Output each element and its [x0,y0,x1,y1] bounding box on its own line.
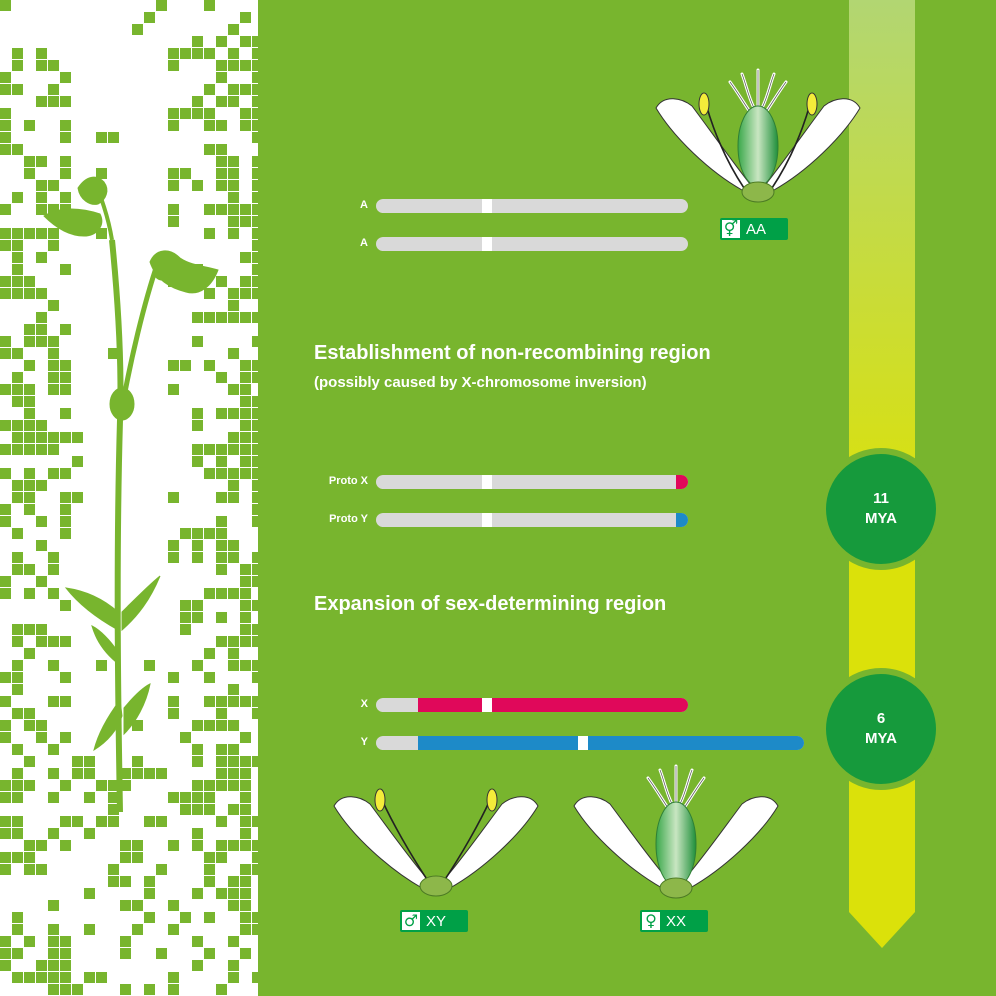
chromosome-label: Proto Y [329,513,368,525]
genotype-label: XX [666,912,687,930]
timeline-marker-11mya [820,448,942,570]
chromosome-label: X [360,698,368,710]
timeline-marker-6mya [820,668,942,790]
pixel-mosaic-decoration [0,0,258,995]
hermaphrodite-flower-icon [655,68,861,203]
plant-silhouette-icon [43,176,219,813]
female-flower-icon [573,764,779,899]
hermaphrodite-symbol-icon: ⚥ [722,219,740,238]
genotype-label: XY [426,912,447,930]
ancestral-chromosome-2 [376,237,688,251]
male-flower-icon [333,788,539,897]
chromosome-label: Y [360,736,368,748]
ancestral-chromosome-1 [376,199,688,213]
expansion-title: Expansion of sex-determining region [314,593,667,615]
y-chromosome [376,736,804,750]
x-chromosome [376,698,688,712]
male-symbol-icon: ♂ [402,911,420,930]
proto-x-nonrecombining-region [676,475,688,489]
establishment-subtitle: (possibly caused by X-chromosome inversi… [314,374,647,391]
male-genotype-badge: ♂ XY [400,910,468,932]
chromosome-label: Proto X [328,475,368,487]
genotype-label: AA [746,220,767,238]
hermaphrodite-genotype-badge: ⚥ AA [720,218,788,240]
y-sex-determining-region [418,736,804,750]
proto-x-chromosome [376,475,688,489]
proto-y-chromosome [376,513,688,527]
timeline-marker-11mya-label: 11 MYA [865,490,897,527]
female-symbol-icon: ♀ [642,912,660,930]
female-genotype-badge: ♀ XX [640,910,708,932]
establishment-title: Establishment of non-recombining region [314,342,711,364]
x-sex-determining-region [418,698,688,712]
proto-y-nonrecombining-region [676,513,688,527]
timeline-marker-6mya-label: 6 MYA [865,710,897,747]
chromosome-label: A [360,199,368,211]
chromosome-label: A [360,237,368,249]
